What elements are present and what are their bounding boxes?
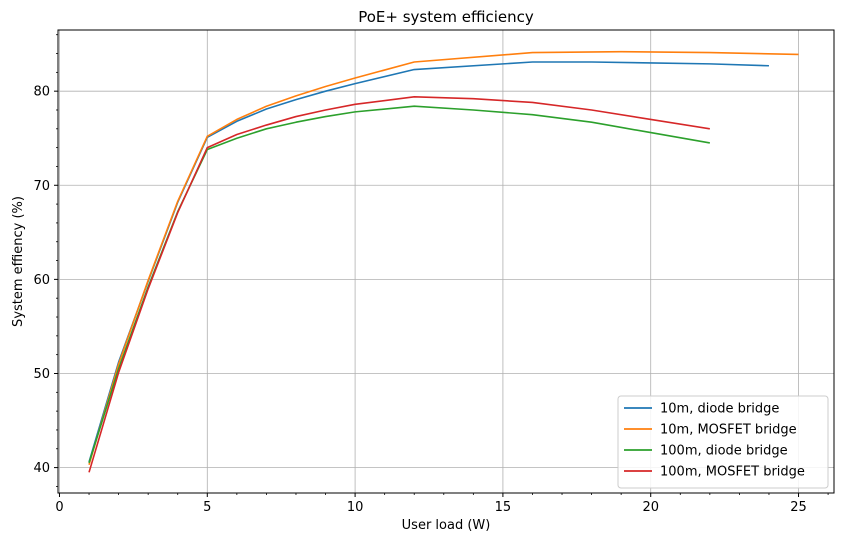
legend-label-2: 10m, MOSFET bridge xyxy=(660,423,797,438)
y-tick-label: 70 xyxy=(33,179,50,194)
grid-lines xyxy=(58,30,834,493)
y-tick-label: 60 xyxy=(33,273,50,288)
y-tick-label: 40 xyxy=(33,461,50,476)
axis-ticks: 0 5 10 15 20 25 40 50 60 70 80 xyxy=(33,34,829,515)
x-axis-label: User load (W) xyxy=(402,518,491,533)
x-tick-label: 20 xyxy=(642,500,659,515)
y-axis-label: System effiency (%) xyxy=(11,196,26,327)
series-line-4 xyxy=(88,96,710,473)
series-line-3 xyxy=(88,105,710,464)
legend-label-3: 100m, diode bridge xyxy=(660,444,788,459)
x-tick-label: 0 xyxy=(55,500,63,515)
series-line-2 xyxy=(88,50,799,465)
legend-box xyxy=(617,395,829,489)
x-tick-label: 10 xyxy=(347,500,364,515)
x-tick-label: 15 xyxy=(495,500,512,515)
x-tick-label: 5 xyxy=(203,500,211,515)
plot-frame xyxy=(57,29,835,494)
legend: 10m, diode bridge 10m, MOSFET bridge 100m,… xyxy=(617,395,829,489)
series-lines xyxy=(88,50,799,473)
x-tick-label: 25 xyxy=(790,500,807,515)
legend-label-4: 100m, MOSFET bridge xyxy=(660,465,805,480)
y-tick-label: 50 xyxy=(33,367,50,382)
chart-title: PoE+ system efficiency xyxy=(358,8,534,26)
legend-label-1: 10m, diode bridge xyxy=(660,402,779,417)
y-tick-label: 80 xyxy=(33,85,50,100)
